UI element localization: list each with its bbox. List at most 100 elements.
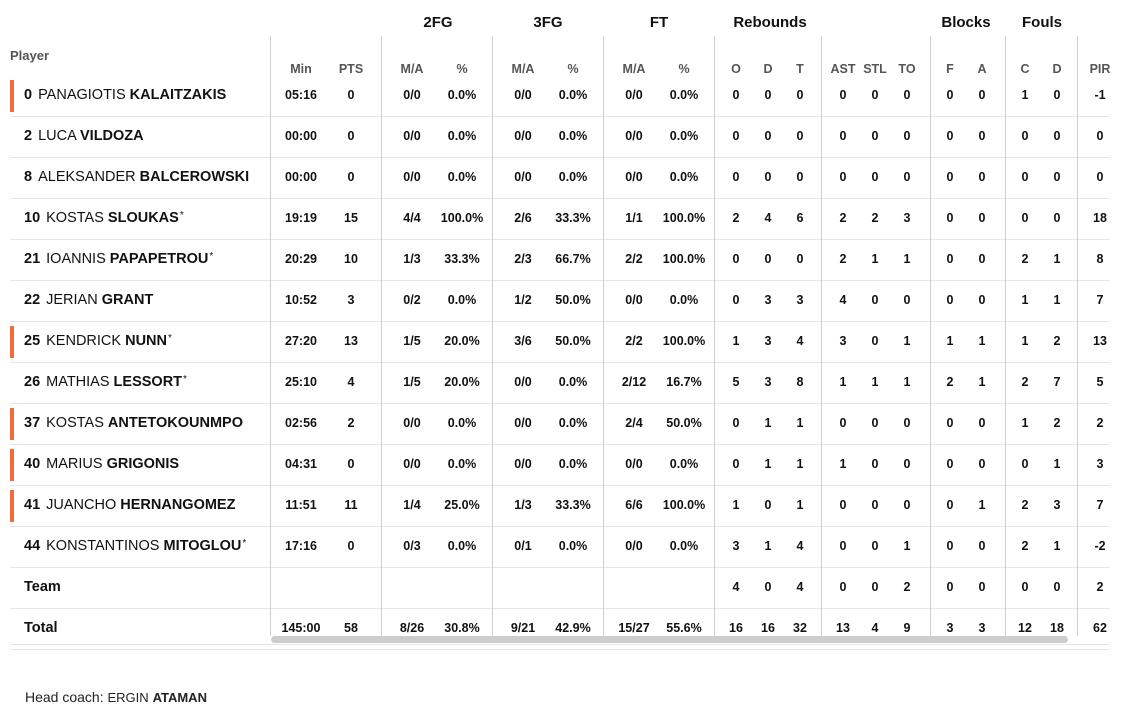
stat-cell: 1 (1021, 416, 1029, 430)
head-coach-first-name: ERGIN (107, 690, 149, 705)
player-name[interactable]: 22 JERIAN GRANT (24, 292, 154, 308)
divider (821, 36, 822, 636)
stat-cell: 42.9% (555, 621, 591, 635)
player-name[interactable]: 37 KOSTAS ANTETOKOUNMPO (24, 415, 244, 431)
stat-cell: 0 (903, 498, 911, 512)
table-row[interactable]: 21 IOANNIS PAPAPETROU* 20:29 10 1/3 33.3% 2/3 6… (10, 240, 1110, 281)
stat-cell: 2 (1053, 416, 1061, 430)
stat-cell: 1/2 (514, 293, 532, 307)
stat-cell: 0 (946, 88, 954, 102)
stat-cell: 30.8% (444, 621, 480, 635)
stat-cell: 0.0% (558, 539, 588, 553)
stat-cell: 2/2 (625, 334, 643, 348)
stat-cell: 0 (946, 211, 954, 225)
col-reb-d: D (763, 62, 773, 76)
player-name[interactable]: 2 LUCA VILDOZA (24, 128, 145, 144)
stat-cell: 0/0 (514, 88, 532, 102)
group-header-row: 2FG 3FG FT Rebounds Blocks Fouls (10, 0, 1110, 36)
table-row[interactable]: 25 KENDRICK NUNN* 27:20 13 1/5 20.0% 3/6 50.0% 2… (10, 322, 1110, 363)
stat-cell: 0.0% (447, 457, 477, 471)
stat-cell: 0 (946, 293, 954, 307)
stat-cell: 4 (347, 375, 355, 389)
player-name[interactable]: 8 ALEKSANDER BALCEROWSKI (24, 169, 250, 185)
table-row[interactable]: 8 ALEKSANDER BALCEROWSKI 00:00 0 0/0 0.0% 0/0 0… (10, 158, 1110, 199)
player-last-name: SLOUKAS (107, 210, 179, 226)
col-blk-a: A (977, 62, 987, 76)
stat-cell: 0 (946, 539, 954, 553)
table-row[interactable]: 22 JERIAN GRANT 10:52 3 0/2 0.0% 1/2 50.0% 0/0 0.… (10, 281, 1110, 322)
stat-cell: 13 (836, 621, 850, 635)
stat-cell: 3 (732, 539, 740, 553)
stat-cell: 1 (903, 252, 911, 266)
stat-cell: 0 (347, 539, 355, 553)
stat-cell: 0 (796, 129, 804, 143)
stat-cell: 0 (1021, 170, 1029, 184)
stat-cell: 3/6 (514, 334, 532, 348)
stat-cell: 100.0% (662, 498, 706, 512)
player-name[interactable]: 44 KONSTANTINOS MITOGLOU* (24, 538, 246, 554)
stat-cell: 0 (871, 498, 879, 512)
player-first-name: ALEKSANDER (38, 169, 136, 185)
stat-cell: 1 (796, 416, 804, 430)
stat-cell: 3 (764, 375, 772, 389)
stat-cell: 0.0% (558, 170, 588, 184)
player-first-name: KENDRICK (46, 333, 122, 349)
stat-cell: 0 (732, 88, 740, 102)
stat-cell: 5 (1096, 375, 1104, 389)
stat-cell: 1 (1021, 334, 1029, 348)
stat-cell: 0.0% (669, 457, 699, 471)
stat-cell: 0/0 (403, 88, 421, 102)
player-name[interactable]: 10 KOSTAS SLOUKAS* (24, 210, 184, 226)
stat-cell: 3 (839, 334, 847, 348)
starter-mark: * (242, 538, 247, 549)
stat-cell: 1/1 (625, 211, 643, 225)
table-row[interactable]: 2 LUCA VILDOZA 00:00 0 0/0 0.0% 0/0 0.0% 0/0 0.0%… (10, 117, 1110, 158)
player-name[interactable]: 0 PANAGIOTIS KALAITZAKIS (24, 87, 227, 103)
table-row[interactable]: 41 JUANCHO HERNANGOMEZ 11:51 11 1/4 25.0% 1/3 3… (10, 486, 1110, 527)
stat-cell: 1 (839, 375, 847, 389)
col-pts: PTS (338, 62, 364, 76)
stat-cell: 2 (1021, 375, 1029, 389)
stat-cell: 2 (1096, 580, 1104, 594)
team-label: Team (24, 579, 61, 595)
table-row[interactable]: 0 PANAGIOTIS KALAITZAKIS 05:16 0 0/0 0.0% 0/0 0… (10, 76, 1110, 117)
table-row[interactable]: 26 MATHIAS LESSORT* 25:10 4 1/5 20.0% 0/0 0.0% 2… (10, 363, 1110, 404)
table-row[interactable]: 40 MARIUS GRIGONIS 04:31 0 0/0 0.0% 0/0 0.0% 0/0… (10, 445, 1110, 486)
player-first-name: MATHIAS (46, 374, 110, 390)
table-row[interactable]: 37 KOSTAS ANTETOKOUNMPO 02:56 2 0/0 0.0% 0/0 0.… (10, 404, 1110, 445)
col-2fg-pct: % (456, 62, 468, 76)
team-row: Team 4 0 4 0 0 2 0 0 0 0 2 (10, 568, 1110, 609)
stat-cell: 0 (347, 170, 355, 184)
stat-cell: 0 (1021, 580, 1029, 594)
stat-cell: 4 (796, 334, 804, 348)
group-blocks: Blocks (941, 14, 991, 31)
horizontal-scrollbar[interactable] (271, 636, 1068, 643)
player-name[interactable]: 26 MATHIAS LESSORT* (24, 374, 187, 390)
player-first-name: LUCA (38, 128, 76, 144)
stat-cell: 62 (1093, 621, 1107, 635)
player-last-name: LESSORT (113, 374, 183, 390)
player-name[interactable]: 21 IOANNIS PAPAPETROU* (24, 251, 213, 267)
stat-cell: 20.0% (444, 375, 480, 389)
stat-cell: 0 (764, 129, 772, 143)
stat-cell: 0 (839, 539, 847, 553)
stat-cell: 50.0% (555, 293, 591, 307)
divider (930, 36, 931, 636)
stat-cell: 0 (839, 416, 847, 430)
stat-cell: 0 (764, 580, 772, 594)
stat-cell: 4 (732, 580, 740, 594)
col-3fg-pct: % (567, 62, 579, 76)
stat-cell: 1 (978, 375, 986, 389)
stat-cell: 6/6 (625, 498, 643, 512)
player-name[interactable]: 40 MARIUS GRIGONIS (24, 456, 180, 472)
table-row[interactable]: 44 KONSTANTINOS MITOGLOU* 17:16 0 0/3 0.0% 0/1… (10, 527, 1110, 568)
col-ft-pct: % (678, 62, 690, 76)
stat-cell: 0 (347, 88, 355, 102)
player-name[interactable]: 41 JUANCHO HERNANGOMEZ (24, 497, 236, 513)
player-last-name: MITOGLOU (163, 538, 242, 554)
player-name[interactable]: 25 KENDRICK NUNN* (24, 333, 172, 349)
player-last-name: NUNN (125, 333, 167, 349)
stat-cell: 145:00 (281, 621, 321, 635)
table-row[interactable]: 10 KOSTAS SLOUKAS* 19:19 15 4/4 100.0% 2/6 33.3… (10, 199, 1110, 240)
stat-cell: 2/6 (514, 211, 532, 225)
